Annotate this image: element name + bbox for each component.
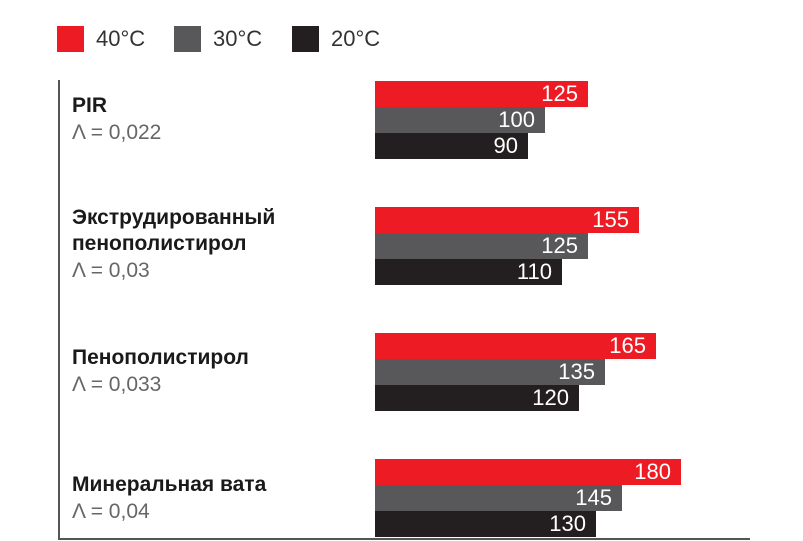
bar: 165: [375, 333, 656, 359]
bar: 155: [375, 207, 639, 233]
bar-value-label: 130: [549, 511, 586, 536]
bar: 145: [375, 485, 622, 511]
bar-value-label: 120: [532, 385, 569, 410]
bar: 100: [375, 107, 545, 133]
bar-value-label: 100: [498, 107, 535, 132]
category-name: пенополистирол: [72, 232, 247, 255]
x-axis-line: [58, 538, 750, 540]
category-name: Пенополистирол: [72, 346, 249, 369]
category-label: Минеральная вата Λ = 0,04: [72, 472, 266, 526]
bar: 125: [375, 81, 588, 107]
bar-value-label: 90: [493, 133, 518, 158]
category-lambda: Λ = 0,022: [72, 121, 162, 144]
bar: 180: [375, 459, 681, 485]
category-label: PIR Λ = 0,022: [72, 93, 161, 147]
bar-value-label: 125: [541, 81, 578, 106]
category-name: PIR: [72, 94, 108, 117]
bar: 125: [375, 233, 588, 259]
category-name: Минеральная вата: [72, 473, 267, 496]
bar-value-label: 125: [541, 233, 578, 258]
category-name: Экструдированный: [72, 206, 276, 229]
legend-swatch: [57, 26, 84, 52]
category-lambda: Λ = 0,03: [72, 259, 150, 282]
bar: 110: [375, 259, 562, 285]
bar-value-label: 110: [516, 259, 552, 284]
bar-value-label: 155: [592, 207, 629, 232]
legend-label: 30°C: [213, 26, 263, 51]
category-label: Пенополистирол Λ = 0,033: [72, 345, 249, 399]
y-axis-line: [58, 80, 60, 540]
category-lambda: Λ = 0,033: [72, 373, 162, 396]
bar-value-label: 145: [575, 485, 612, 510]
legend-label: 20°C: [331, 26, 381, 51]
bar: 90: [375, 133, 528, 159]
category-lambda: Λ = 0,04: [72, 500, 150, 523]
legend-label: 40°C: [96, 26, 146, 51]
legend-swatch: [174, 26, 201, 52]
bar: 130: [375, 511, 596, 537]
legend-swatch: [292, 26, 319, 52]
bar: 120: [375, 385, 579, 411]
bar-value-label: 135: [558, 359, 595, 384]
bar-value-label: 180: [634, 459, 671, 484]
bar: 135: [375, 359, 605, 385]
bar-value-label: 165: [609, 333, 646, 358]
category-label: Экструдированный пенополистирол Λ = 0,03: [72, 205, 275, 285]
